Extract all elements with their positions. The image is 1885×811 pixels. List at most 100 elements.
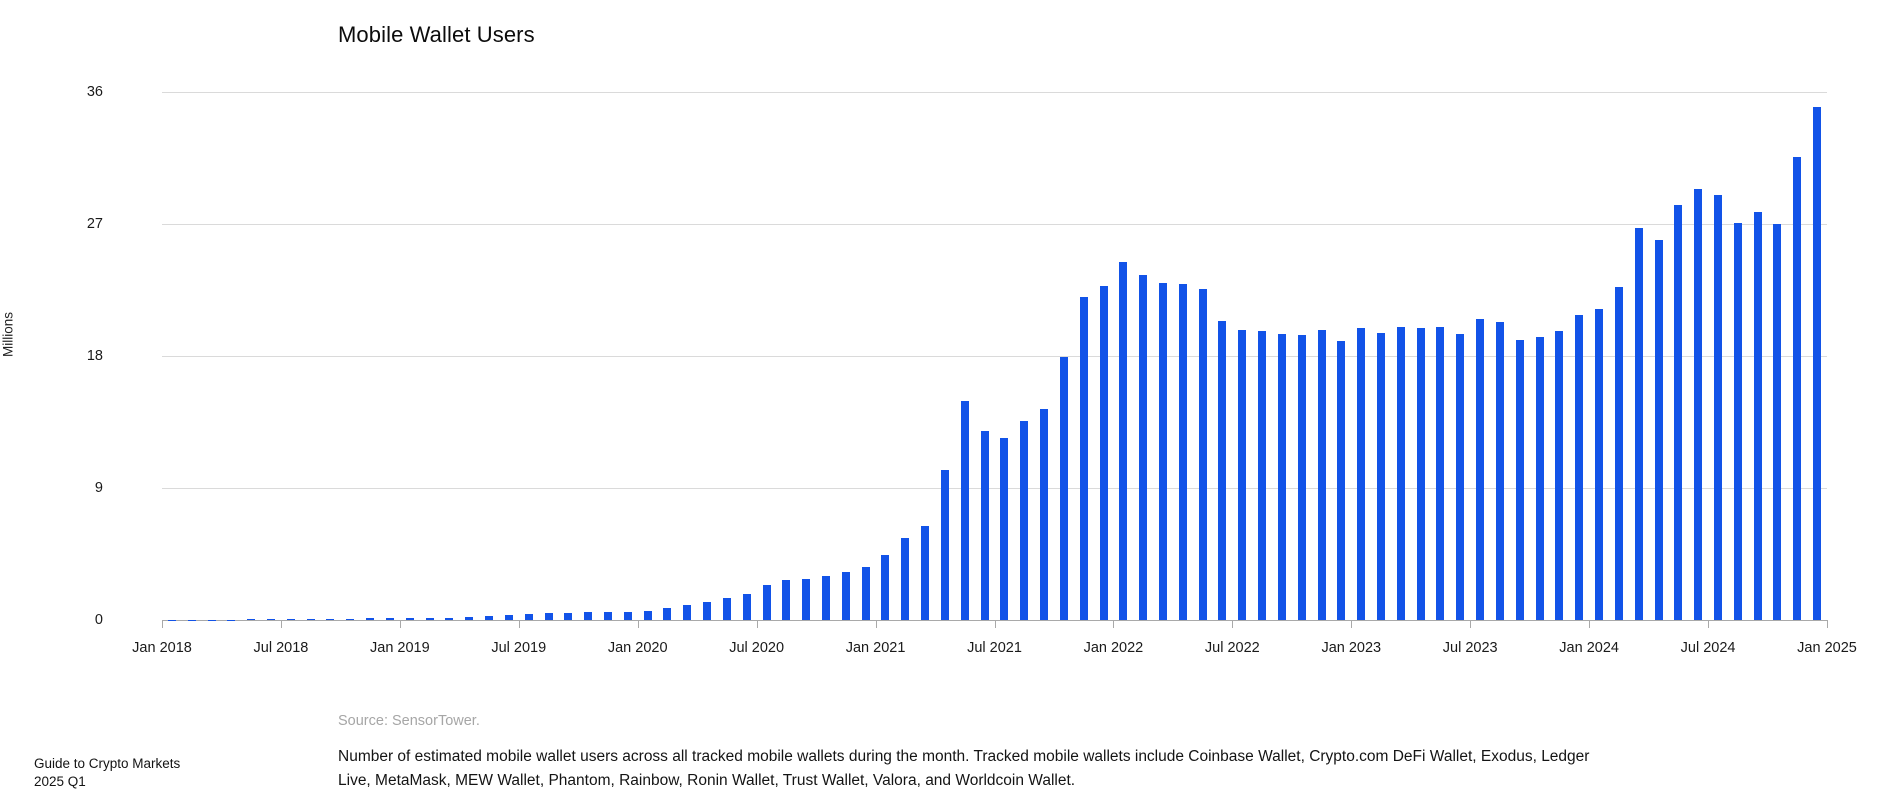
- bar-2019-10: [584, 611, 593, 620]
- bar-2021-04: [940, 470, 949, 620]
- gridline-9: [162, 487, 1827, 489]
- x-tick-label: Jan 2023: [1321, 640, 1382, 656]
- bar-2024-07: [1713, 194, 1722, 620]
- x-tick-mark: [1708, 620, 1710, 628]
- bar-2023-04: [1416, 328, 1425, 620]
- bar-2018-07: [286, 619, 295, 620]
- bar-2019-07: [524, 614, 533, 620]
- y-tick-label-27: 27: [86, 216, 103, 232]
- bar-2020-04: [703, 602, 712, 620]
- gridline-18: [162, 355, 1827, 357]
- bar-2022-07: [1238, 329, 1247, 620]
- bar-2021-01: [881, 555, 890, 620]
- x-tick-mark: [637, 620, 639, 628]
- x-tick-mark: [994, 620, 996, 628]
- bar-2020-06: [742, 593, 751, 620]
- x-tick-mark: [1589, 620, 1591, 628]
- bar-2021-08: [1020, 420, 1029, 620]
- bar-chart-plot-area: [162, 91, 1828, 628]
- bar-2019-02: [425, 617, 434, 620]
- bar-2022-12: [1337, 341, 1346, 620]
- bar-2024-09: [1753, 212, 1762, 620]
- bar-2021-05: [960, 401, 969, 620]
- bar-2024-01: [1595, 309, 1604, 620]
- x-tick-label: Jul 2018: [253, 640, 309, 656]
- bar-2019-11: [603, 611, 612, 620]
- chart-description: Number of estimated mobile wallet users …: [338, 748, 1590, 790]
- bar-2021-09: [1040, 408, 1049, 620]
- bar-2019-09: [564, 613, 573, 620]
- bar-2022-11: [1317, 329, 1326, 620]
- bar-2020-10: [822, 576, 831, 620]
- bar-2023-03: [1396, 326, 1405, 620]
- bar-2021-10: [1059, 357, 1068, 620]
- bar-2022-10: [1297, 335, 1306, 620]
- x-tick-label: Jul 2023: [1442, 640, 1498, 656]
- bar-2023-09: [1515, 339, 1524, 620]
- y-tick-label-0: 0: [94, 612, 103, 628]
- y-axis-title: Millions: [0, 312, 16, 358]
- bar-2024-04: [1654, 240, 1663, 620]
- bar-2018-10: [346, 618, 355, 620]
- x-tick-label: Jan 2022: [1083, 640, 1144, 656]
- bar-2018-08: [306, 618, 315, 620]
- bar-2022-06: [1218, 320, 1227, 620]
- bar-2019-03: [445, 617, 454, 620]
- bar-2018-05: [247, 619, 256, 620]
- x-tick-label: Jan 2025: [1797, 640, 1857, 656]
- x-tick-label: Jul 2019: [491, 640, 547, 656]
- x-tick-label: Jul 2021: [967, 640, 1022, 656]
- report-footer-line1: Guide to Crypto Markets: [34, 756, 181, 771]
- x-tick-mark: [875, 620, 877, 628]
- x-tick-mark: [756, 620, 758, 628]
- bar-2023-11: [1555, 331, 1564, 620]
- bar-2024-05: [1674, 204, 1683, 620]
- x-tick-mark: [280, 620, 282, 628]
- bar-2021-02: [901, 537, 910, 620]
- bar-2023-06: [1456, 334, 1465, 620]
- bar-2022-09: [1277, 334, 1286, 620]
- bar-2018-06: [267, 619, 276, 620]
- report-footer: Guide to Crypto Markets 2025 Q1: [34, 755, 180, 791]
- bar-2020-05: [722, 598, 731, 620]
- bar-2023-05: [1436, 326, 1445, 620]
- bar-2022-01: [1119, 262, 1128, 620]
- gridline-36: [162, 91, 1827, 93]
- bar-2020-11: [841, 571, 850, 620]
- x-tick-mark: [1113, 620, 1115, 628]
- bar-2021-11: [1079, 297, 1088, 620]
- bar-2020-09: [802, 578, 811, 620]
- bar-2022-02: [1139, 275, 1148, 620]
- bar-2020-03: [683, 605, 692, 620]
- bar-2023-07: [1476, 319, 1485, 620]
- bar-2022-03: [1158, 282, 1167, 620]
- source-note: Source: SensorTower.: [338, 713, 480, 729]
- bar-2021-03: [921, 526, 930, 620]
- y-tick-label-18: 18: [86, 348, 103, 364]
- bar-2024-03: [1634, 228, 1643, 620]
- bar-2021-12: [1099, 285, 1108, 620]
- bar-2018-12: [385, 618, 394, 620]
- bar-2022-05: [1198, 288, 1207, 620]
- bar-2020-12: [861, 567, 870, 620]
- x-tick-mark: [1470, 620, 1472, 628]
- x-tick-mark: [518, 620, 520, 628]
- bar-2021-06: [980, 430, 989, 620]
- bar-2023-12: [1575, 314, 1584, 620]
- bar-2023-10: [1535, 336, 1544, 620]
- bar-2024-02: [1614, 287, 1623, 620]
- bar-2021-07: [1000, 438, 1009, 620]
- bar-2022-04: [1178, 284, 1187, 620]
- bar-2024-12: [1813, 106, 1822, 620]
- bar-2020-02: [663, 608, 672, 620]
- bar-2024-06: [1694, 188, 1703, 620]
- x-tick-mark: [1232, 620, 1234, 628]
- report-footer-line2: 2025 Q1: [34, 774, 86, 790]
- x-tick-label: Jul 2022: [1204, 640, 1260, 656]
- x-tick-mark: [1351, 620, 1353, 628]
- bar-2019-12: [623, 612, 632, 620]
- y-tick-label-36: 36: [86, 84, 103, 100]
- y-tick-label-9: 9: [94, 480, 103, 496]
- bar-2024-08: [1733, 222, 1742, 620]
